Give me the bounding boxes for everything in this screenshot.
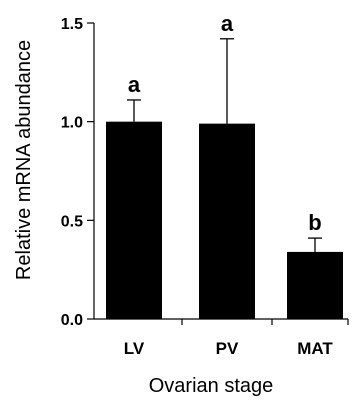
y-tick-label: 0.5 [61,213,83,230]
bar [287,251,343,319]
y-tick-label: 1.0 [61,115,83,132]
y-tick-label: 0.0 [61,312,83,329]
plot-area: 0.0 0.5 1.0 1.5 a LV a PV b MAT [61,11,349,358]
significance-label: a [128,72,141,97]
y-tick-label: 1.5 [61,16,83,33]
significance-label: a [221,11,234,36]
x-tick-label: MAT [297,339,333,358]
y-axis-label: Relative mRNA abundance [13,40,35,280]
x-axis-label: Ovarian stage [149,375,274,397]
x-tick-label: LV [124,339,145,358]
bar [199,123,255,319]
bar [106,121,162,320]
significance-label: b [308,210,321,235]
x-tick-label: PV [216,339,239,358]
